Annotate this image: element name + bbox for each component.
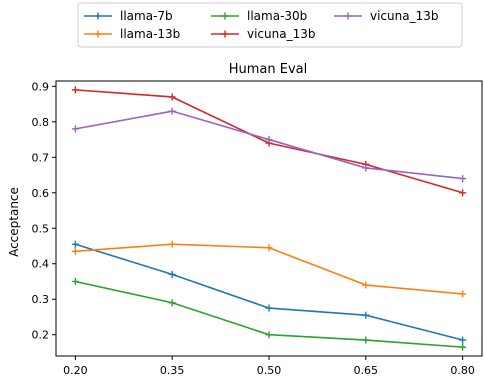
data-point xyxy=(459,343,467,351)
data-point xyxy=(362,164,370,172)
y-tick-label: 0.9 xyxy=(32,80,50,93)
data-point xyxy=(168,107,176,115)
y-axis: 0.2 0.3 0.4 0.5 0.6 0.7 0.8 0.9 xyxy=(32,80,56,342)
data-point xyxy=(168,270,176,278)
legend-label: vicuna_13b xyxy=(247,27,315,41)
series-2 xyxy=(71,240,467,298)
y-tick-label: 0.5 xyxy=(32,222,50,235)
y-tick-label: 0.4 xyxy=(32,258,50,271)
x-tick-label: 0.20 xyxy=(63,364,88,377)
data-point xyxy=(71,240,79,248)
legend-entry: llama-13b xyxy=(84,27,180,41)
legend-label: llama-30b xyxy=(247,9,307,23)
data-point xyxy=(168,299,176,307)
data-point xyxy=(362,281,370,289)
data-point xyxy=(265,244,273,252)
y-tick-label: 0.3 xyxy=(32,293,50,306)
data-point xyxy=(459,336,467,344)
data-point xyxy=(459,189,467,197)
legend-entries: llama-7bllama-13bllama-30bvicuna_13bvicu… xyxy=(84,9,438,41)
data-point xyxy=(168,240,176,248)
legend-frame xyxy=(77,2,463,48)
y-tick-label: 0.7 xyxy=(32,151,50,164)
legend-entry: llama-7b xyxy=(84,9,173,23)
x-tick-label: 0.35 xyxy=(160,364,185,377)
data-point xyxy=(71,247,79,255)
data-point xyxy=(265,136,273,144)
x-tick-label: 0.80 xyxy=(450,364,475,377)
data-point xyxy=(265,304,273,312)
data-point xyxy=(265,331,273,339)
data-point xyxy=(71,125,79,133)
legend-label: llama-13b xyxy=(120,27,180,41)
legend-label: vicuna_13b xyxy=(370,9,438,23)
chart-title: Human Eval xyxy=(229,62,308,77)
legend: llama-7bllama-13bllama-30bvicuna_13bvicu… xyxy=(77,2,463,48)
data-point xyxy=(362,336,370,344)
y-axis-label: Acceptance xyxy=(7,187,21,257)
data-point xyxy=(362,311,370,319)
series-1 xyxy=(71,240,467,344)
series-3 xyxy=(71,277,467,351)
data-point xyxy=(459,290,467,298)
legend-entry: vicuna_13b xyxy=(334,9,438,23)
x-tick-label: 0.65 xyxy=(354,364,379,377)
x-tick-label: 0.50 xyxy=(257,364,282,377)
data-point xyxy=(71,86,79,94)
x-axis: 0.20 0.35 0.50 0.65 0.80 xyxy=(63,356,475,377)
y-tick-label: 0.2 xyxy=(32,329,50,342)
series-5 xyxy=(71,107,467,183)
legend-label: llama-7b xyxy=(120,9,173,23)
legend-entry: vicuna_13b xyxy=(211,27,315,41)
y-tick-label: 0.8 xyxy=(32,116,50,129)
series-layer xyxy=(71,86,467,351)
data-point xyxy=(459,175,467,183)
y-tick-label: 0.6 xyxy=(32,187,50,200)
plot-frame xyxy=(55,80,483,357)
legend-entry: llama-30b xyxy=(211,9,307,23)
data-point xyxy=(71,277,79,285)
data-point xyxy=(168,93,176,101)
